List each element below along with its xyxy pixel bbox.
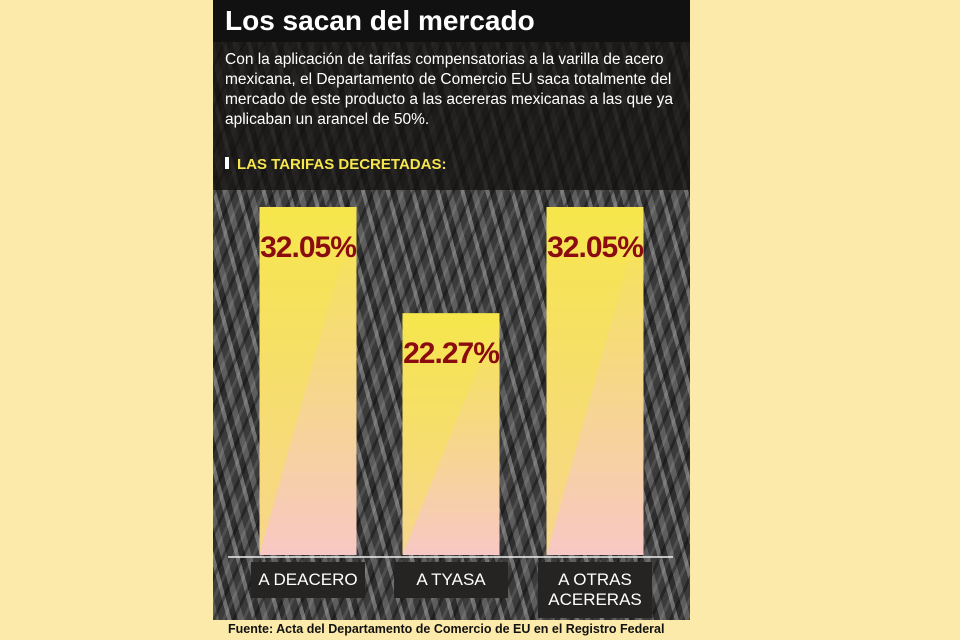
category-label: A DEACERO — [251, 562, 365, 598]
bar — [546, 207, 644, 555]
value-label: 22.27% — [403, 337, 499, 370]
bar — [259, 207, 357, 555]
source: Fuente: Acta del Departamento de Comerci… — [228, 622, 665, 636]
bar-highlight — [546, 207, 644, 555]
chart-title: Los sacan del mercado — [213, 0, 690, 42]
bar — [402, 313, 500, 555]
value-label: 32.05% — [547, 231, 643, 264]
bar-highlight — [259, 207, 357, 555]
category-label: A TYASA — [394, 562, 508, 598]
section-heading: LAS TARIFAS DECRETADAS: — [225, 156, 446, 173]
category-label: A OTRAS ACERERAS — [538, 562, 652, 618]
subtitle: Con la aplicación de tarifas compensator… — [225, 51, 674, 128]
bar-highlight — [402, 313, 500, 555]
value-label: 32.05% — [260, 231, 356, 264]
